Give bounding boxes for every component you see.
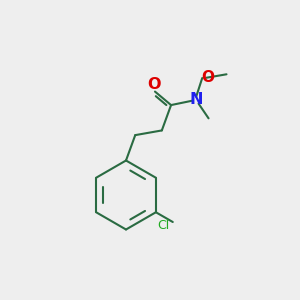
Text: O: O [201, 70, 214, 85]
Text: Cl: Cl [158, 219, 170, 232]
Text: O: O [147, 77, 160, 92]
Text: N: N [189, 92, 203, 107]
